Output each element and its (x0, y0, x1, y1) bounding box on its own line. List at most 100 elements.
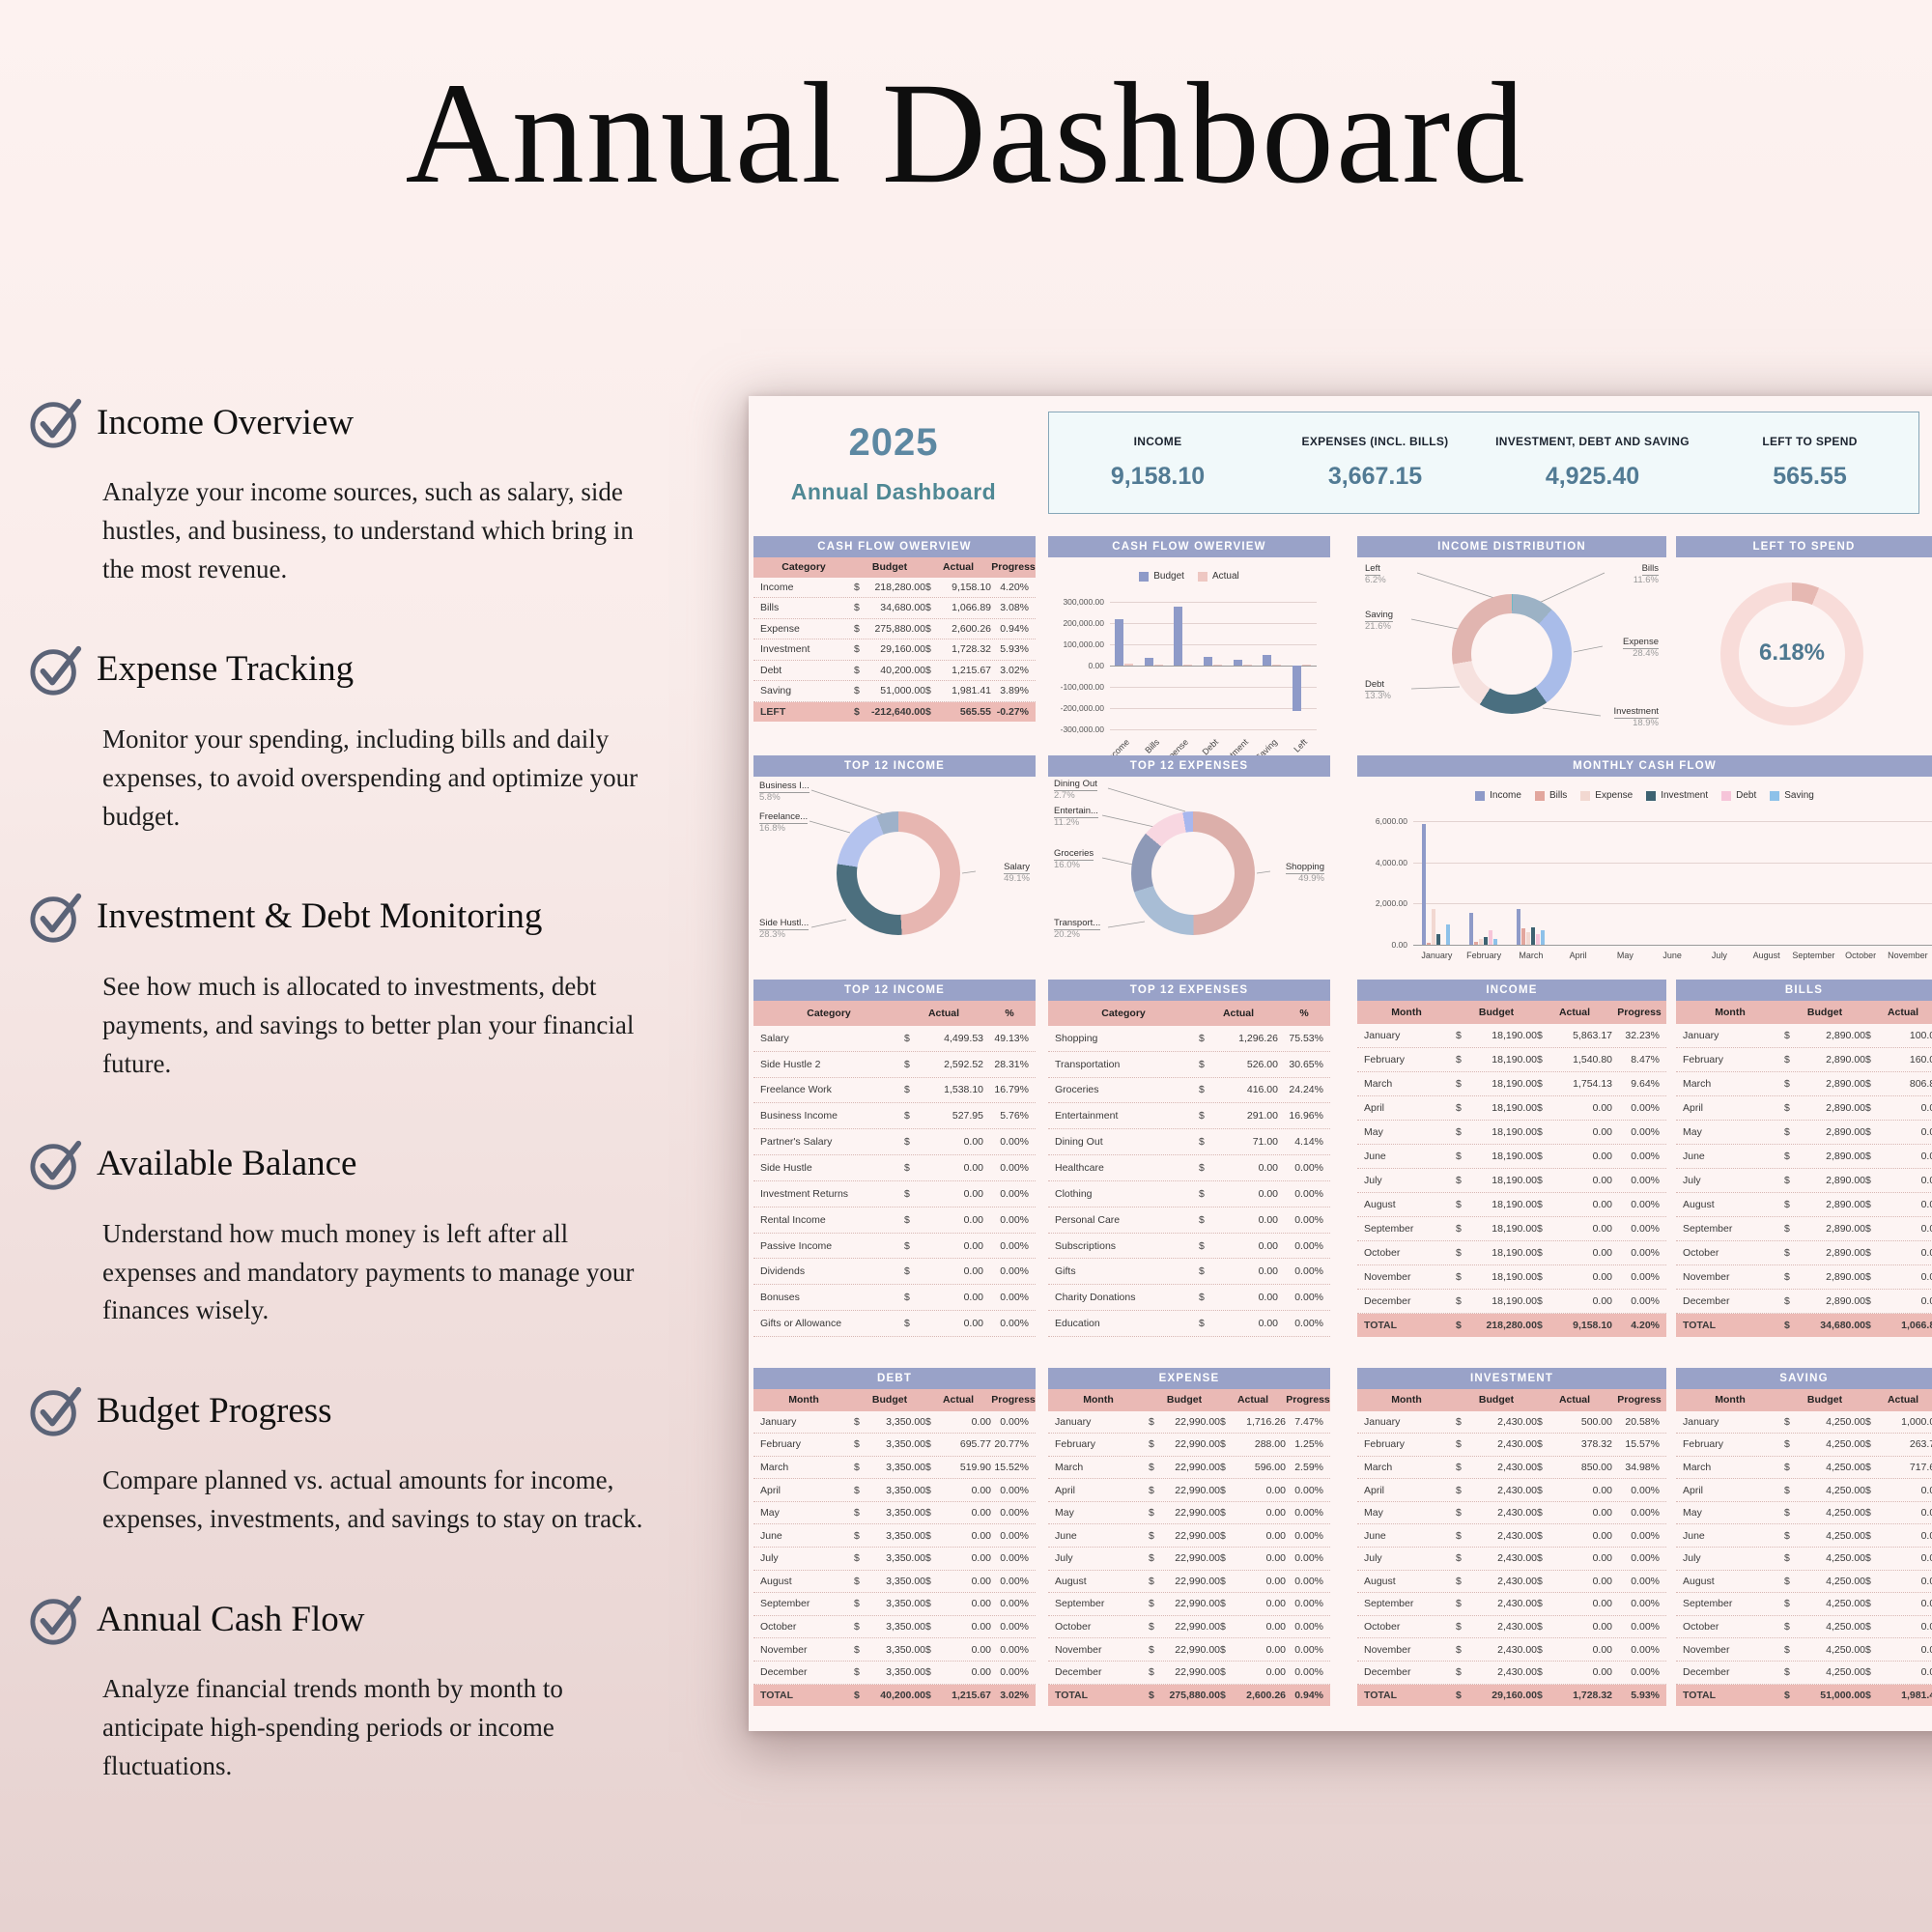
bar (1183, 665, 1193, 666)
cell-value: 1,716.26 (1246, 1415, 1286, 1428)
table-row: February $18,190.00 $1,540.80 8.47% (1357, 1048, 1666, 1072)
column-header: Budget (1478, 1007, 1515, 1018)
cell-value: 0.00 (1920, 1575, 1932, 1587)
feature-item: Budget Progress Compare planned vs. actua… (29, 1382, 686, 1539)
cell-value: 3.02% (1000, 664, 1029, 676)
cell-value: 596.00 (1254, 1462, 1286, 1474)
y-axis-tick: 6,000.00 (1375, 816, 1407, 826)
row-label: July (1364, 1175, 1382, 1186)
row-label: April (1364, 1484, 1385, 1496)
cell-value: 0.00 (1592, 1199, 1612, 1210)
cell-value: 2,890.00 (1826, 1126, 1865, 1138)
x-axis-label: July (1711, 951, 1727, 960)
legend-swatch-icon (1770, 790, 1780, 801)
panel-title: TOP 12 INCOME (753, 755, 1036, 777)
row-label: TOTAL (1683, 1320, 1717, 1331)
cell-value: 3,350.00 (886, 1507, 925, 1520)
cell-value: 51,000.00 (880, 685, 925, 697)
cell-value: 0.00 (1592, 1529, 1612, 1542)
donut-label: Freelance... 16.8% (759, 811, 809, 834)
cell-value: 0.00% (1631, 1126, 1660, 1138)
row-label: August (760, 1575, 792, 1587)
feature-list: Income Overview Analyze your income sourc… (29, 394, 686, 1838)
cell-value: 2,430.00 (1497, 1484, 1537, 1496)
cell-value: 0.00 (1265, 1484, 1286, 1496)
cell-value: 22,990.00 (1175, 1621, 1220, 1634)
cell-value: 3,350.00 (886, 1438, 925, 1451)
gridline (1413, 945, 1932, 946)
cell-value: 2,430.00 (1497, 1462, 1537, 1474)
legend-swatch-icon (1580, 790, 1591, 801)
table-row: May$2,890.00$0.000.00% (1676, 1121, 1932, 1145)
table-row: June $18,190.00 $0.00 0.00% (1357, 1145, 1666, 1169)
cell-value: 0.00 (971, 1575, 991, 1587)
table-row: July $18,190.00 $0.00 0.00% (1357, 1169, 1666, 1193)
row-label: April (1055, 1484, 1076, 1496)
table-row: March $3,350.00 $519.90 15.52% (753, 1457, 1036, 1480)
bar (1469, 913, 1474, 945)
feature-description: Understand how much money is left after … (102, 1218, 635, 1325)
row-label: Expense (760, 622, 800, 635)
donut-label: Left 6.2% (1365, 563, 1386, 585)
column-header: Actual (942, 561, 975, 574)
row-label: October (1683, 1621, 1719, 1634)
cell-value: 0.00% (1294, 1318, 1323, 1330)
cell-value: 18,190.00 (1492, 1175, 1537, 1186)
cell-value: 20.77% (994, 1438, 1029, 1451)
bar (1213, 665, 1222, 666)
table-row: October$4,250.00$0.000.00% (1676, 1616, 1932, 1639)
panel-income-table: INCOME Month Budget Actual Progress January $… (1357, 980, 1666, 1358)
row-label: December (760, 1666, 808, 1679)
y-axis-tick: 100,000.00 (1063, 639, 1104, 649)
cell-value: 0.00% (1294, 1666, 1323, 1679)
y-axis-tick: 4,000.00 (1375, 857, 1407, 867)
cell-value: 0.00 (1592, 1247, 1612, 1259)
table-row: Subscriptions $0.00 0.00% (1048, 1234, 1330, 1260)
cell-value: 3,350.00 (886, 1598, 925, 1610)
kpi-bar: INCOME 9,158.10 EXPENSES (INCL. BILLS) 3,66… (1048, 412, 1919, 514)
row-label: May (1683, 1507, 1702, 1520)
cell-value: 0.94% (1294, 1689, 1323, 1701)
row-label: April (760, 1484, 781, 1496)
donut-label: Bills 11.6% (1633, 563, 1659, 585)
bar (1479, 938, 1484, 945)
column-header: Progress (1617, 1007, 1662, 1018)
row-label: June (760, 1529, 782, 1542)
table-row: Education $0.00 0.00% (1048, 1311, 1330, 1337)
cell-value: 0.00 (1920, 1621, 1932, 1634)
cell-value: 0.00 (1920, 1223, 1932, 1235)
row-label: March (760, 1462, 789, 1474)
panel-title: TOP 12 EXPENSES (1048, 980, 1330, 1001)
row-label: July (1364, 1552, 1382, 1565)
x-axis-label: June (1662, 951, 1682, 960)
cell-value: 4,250.00 (1826, 1666, 1865, 1679)
column-header: Category (781, 561, 826, 574)
cell-value: 0.00% (1000, 1575, 1029, 1587)
table-row: January $22,990.00 $1,716.26 7.47% (1048, 1411, 1330, 1435)
table-row: March$2,890.00$806.8927.92% (1676, 1072, 1932, 1096)
table-row: May $3,350.00 $0.00 0.00% (753, 1502, 1036, 1525)
cell-value: 28.31% (994, 1058, 1029, 1070)
legend-swatch-icon (1721, 790, 1732, 801)
table-row: Healthcare $0.00 0.00% (1048, 1155, 1330, 1181)
bar (1233, 659, 1242, 666)
cell-value: 0.00% (1294, 1552, 1323, 1565)
cell-value: 0.00 (1592, 1484, 1612, 1496)
bar (1484, 936, 1489, 945)
table-row: Passive Income $0.00 0.00% (753, 1234, 1036, 1260)
cell-value: 1,538.10 (944, 1084, 983, 1096)
cell-value: 0.00 (1265, 1507, 1286, 1520)
bar (1436, 934, 1441, 945)
page-title: Annual Dashboard (405, 53, 1527, 213)
table-row: Dividends $0.00 0.00% (753, 1259, 1036, 1286)
panel-title: MONTHLY CASH FLOW (1357, 755, 1932, 777)
x-axis-label: January (1421, 951, 1453, 960)
x-axis-label: May (1616, 951, 1634, 960)
cell-value: 0.00 (1920, 1666, 1932, 1679)
panel-monthly-cash-flow: MONTHLY CASH FLOW Income Bills Expense Inve… (1357, 755, 1932, 970)
row-label: Dividends (760, 1265, 806, 1278)
cell-value: 4.20% (1631, 1320, 1660, 1331)
row-label: Investment (760, 643, 810, 656)
